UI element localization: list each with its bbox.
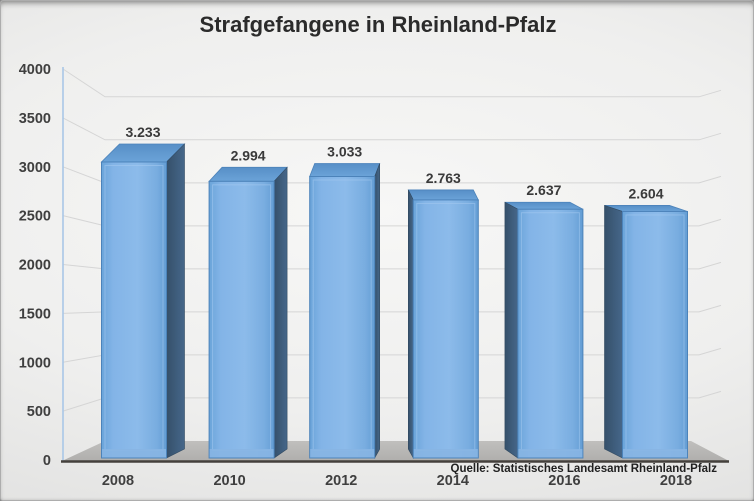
bar-side-face bbox=[407, 189, 414, 460]
x-tick-label-2010: 2010 bbox=[213, 473, 245, 489]
x-tick-label-2018: 2018 bbox=[660, 473, 692, 489]
bar-top-face bbox=[407, 189, 479, 201]
y-tick-label-1000: 1000 bbox=[19, 355, 51, 371]
chart-title: Strafgefangene in Rheinland-Pfalz bbox=[200, 12, 557, 37]
bar-front-face bbox=[309, 176, 376, 459]
gridline-3500 bbox=[62, 117, 722, 141]
x-tick-label-2014: 2014 bbox=[437, 473, 469, 489]
bar-front-face bbox=[412, 199, 479, 459]
bar-2010 bbox=[208, 166, 289, 459]
bar-bottom-bevel bbox=[209, 449, 274, 458]
bar-top-face bbox=[504, 201, 584, 210]
gridline-3000 bbox=[62, 166, 722, 184]
bar-value-label-2018: 2.604 bbox=[628, 186, 663, 202]
gridline-500 bbox=[62, 390, 722, 412]
bar-value-label-2008: 3.233 bbox=[125, 124, 160, 140]
bar-value-label-2014: 2.763 bbox=[426, 170, 461, 186]
bar-value-label-2012: 3.033 bbox=[327, 144, 362, 160]
bars bbox=[100, 143, 688, 460]
bar-front-face bbox=[101, 161, 167, 459]
y-tick-label-3000: 3000 bbox=[19, 160, 51, 176]
gridline-2000 bbox=[62, 261, 722, 270]
bar-2016 bbox=[504, 201, 584, 459]
y-tick-label-2000: 2000 bbox=[19, 258, 51, 274]
bar-side-face bbox=[504, 201, 519, 459]
bar-bottom-bevel bbox=[518, 449, 583, 458]
bar-bottom-bevel bbox=[310, 449, 375, 458]
bar-value-label-2016: 2.637 bbox=[526, 182, 561, 198]
bar-2012 bbox=[309, 163, 381, 460]
bar-top-face bbox=[309, 163, 381, 177]
y-axis-labels: 0 500 1000 1500 2000 2500 3000 3500 4000 bbox=[19, 62, 51, 469]
gridline-1000 bbox=[62, 347, 722, 363]
bar-2014 bbox=[407, 189, 479, 460]
gridline-4000 bbox=[62, 68, 722, 98]
bar-bottom-bevel bbox=[623, 449, 687, 458]
bar-side-face bbox=[374, 163, 381, 460]
bar-front-face bbox=[208, 180, 275, 459]
bar-front-face bbox=[517, 208, 584, 459]
source-note: Quelle: Statistisches Landesamt Rheinlan… bbox=[451, 463, 718, 475]
x-tick-label-2012: 2012 bbox=[325, 473, 357, 489]
y-tick-label-500: 500 bbox=[27, 404, 51, 420]
bar-top-face bbox=[208, 166, 289, 182]
bar-side-face bbox=[166, 143, 185, 459]
bar-value-labels: 3.233 2.994 3.033 2.763 2.637 2.604 bbox=[125, 124, 663, 202]
bar-side-face bbox=[273, 166, 288, 459]
bar-bottom-bevel bbox=[413, 449, 478, 458]
x-axis-labels: 2008 2010 2012 2014 2016 2018 bbox=[102, 473, 692, 489]
y-tick-label-1500: 1500 bbox=[19, 306, 51, 322]
y-tick-label-4000: 4000 bbox=[19, 62, 51, 78]
gridline-2500 bbox=[62, 215, 722, 227]
x-tick-label-2016: 2016 bbox=[548, 473, 580, 489]
bar-bottom-bevel bbox=[102, 449, 166, 458]
y-tick-label-0: 0 bbox=[43, 453, 51, 469]
y-tick-label-3500: 3500 bbox=[19, 111, 51, 127]
bar-side-face bbox=[604, 205, 623, 459]
y-tick-label-2500: 2500 bbox=[19, 209, 51, 225]
bar-2008 bbox=[100, 143, 186, 459]
x-tick-label-2008: 2008 bbox=[102, 473, 134, 489]
bar-value-label-2010: 2.994 bbox=[231, 147, 266, 163]
gridlines bbox=[62, 68, 722, 412]
bar-2018 bbox=[604, 205, 688, 459]
bar-front-face bbox=[622, 210, 688, 459]
gridline-1500 bbox=[62, 304, 722, 314]
